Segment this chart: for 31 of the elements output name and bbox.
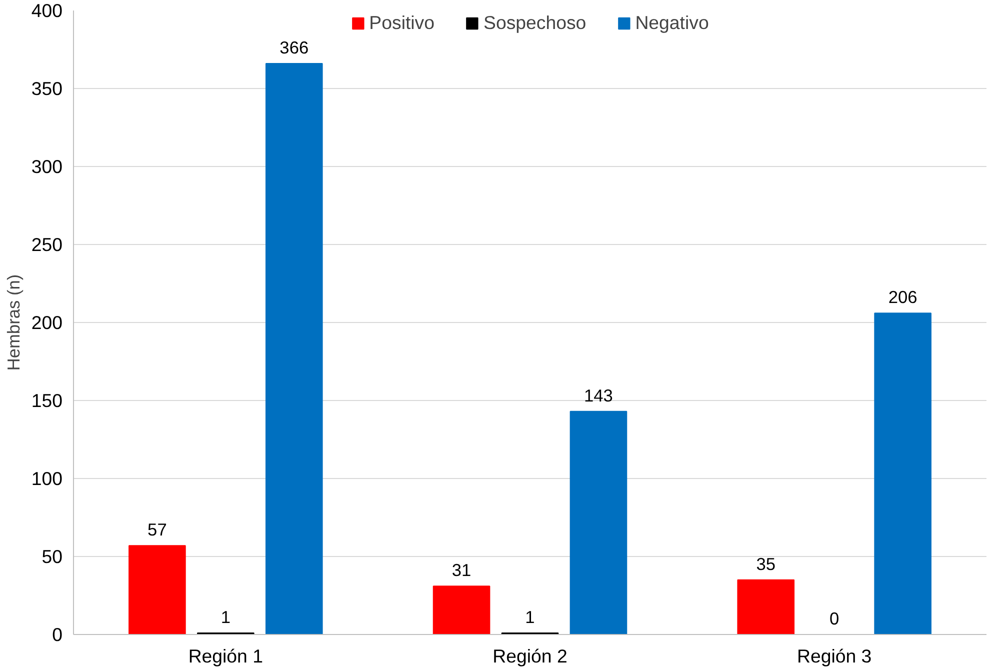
y-tick-label: 0: [52, 624, 63, 645]
bar: [737, 579, 795, 634]
y-tick-label: 250: [31, 234, 63, 255]
x-tick-label: Región 1: [188, 646, 264, 666]
y-tick-label: 300: [31, 156, 63, 177]
x-tick-label: Región 3: [796, 646, 872, 666]
bar: [874, 312, 932, 634]
y-tick-label: 100: [31, 468, 63, 489]
y-axis-title: Hembras (n): [3, 274, 24, 371]
data-label: 206: [888, 287, 918, 308]
bar: [265, 63, 323, 634]
y-tick-label: 50: [42, 546, 63, 567]
data-label: 366: [280, 38, 309, 58]
data-label: 57: [148, 520, 167, 540]
data-label: 35: [756, 554, 776, 574]
x-tick-label: Región 2: [492, 646, 568, 666]
data-label: 31: [452, 560, 472, 580]
legend-label: Negativo: [635, 12, 709, 34]
data-label: 1: [220, 606, 230, 627]
legend-label: Sospechoso: [484, 12, 586, 34]
data-label: 1: [525, 606, 535, 627]
y-tick-label: 200: [31, 312, 63, 333]
y-tick-label: 150: [31, 390, 63, 411]
y-tick-label: 400: [31, 0, 63, 21]
bar: [128, 545, 186, 634]
bar: [432, 586, 490, 634]
data-label: 0: [830, 608, 840, 628]
legend-label: Positivo: [369, 12, 434, 34]
y-tick-label: 350: [31, 78, 63, 99]
bar: [570, 410, 628, 634]
data-label: 143: [584, 385, 613, 406]
